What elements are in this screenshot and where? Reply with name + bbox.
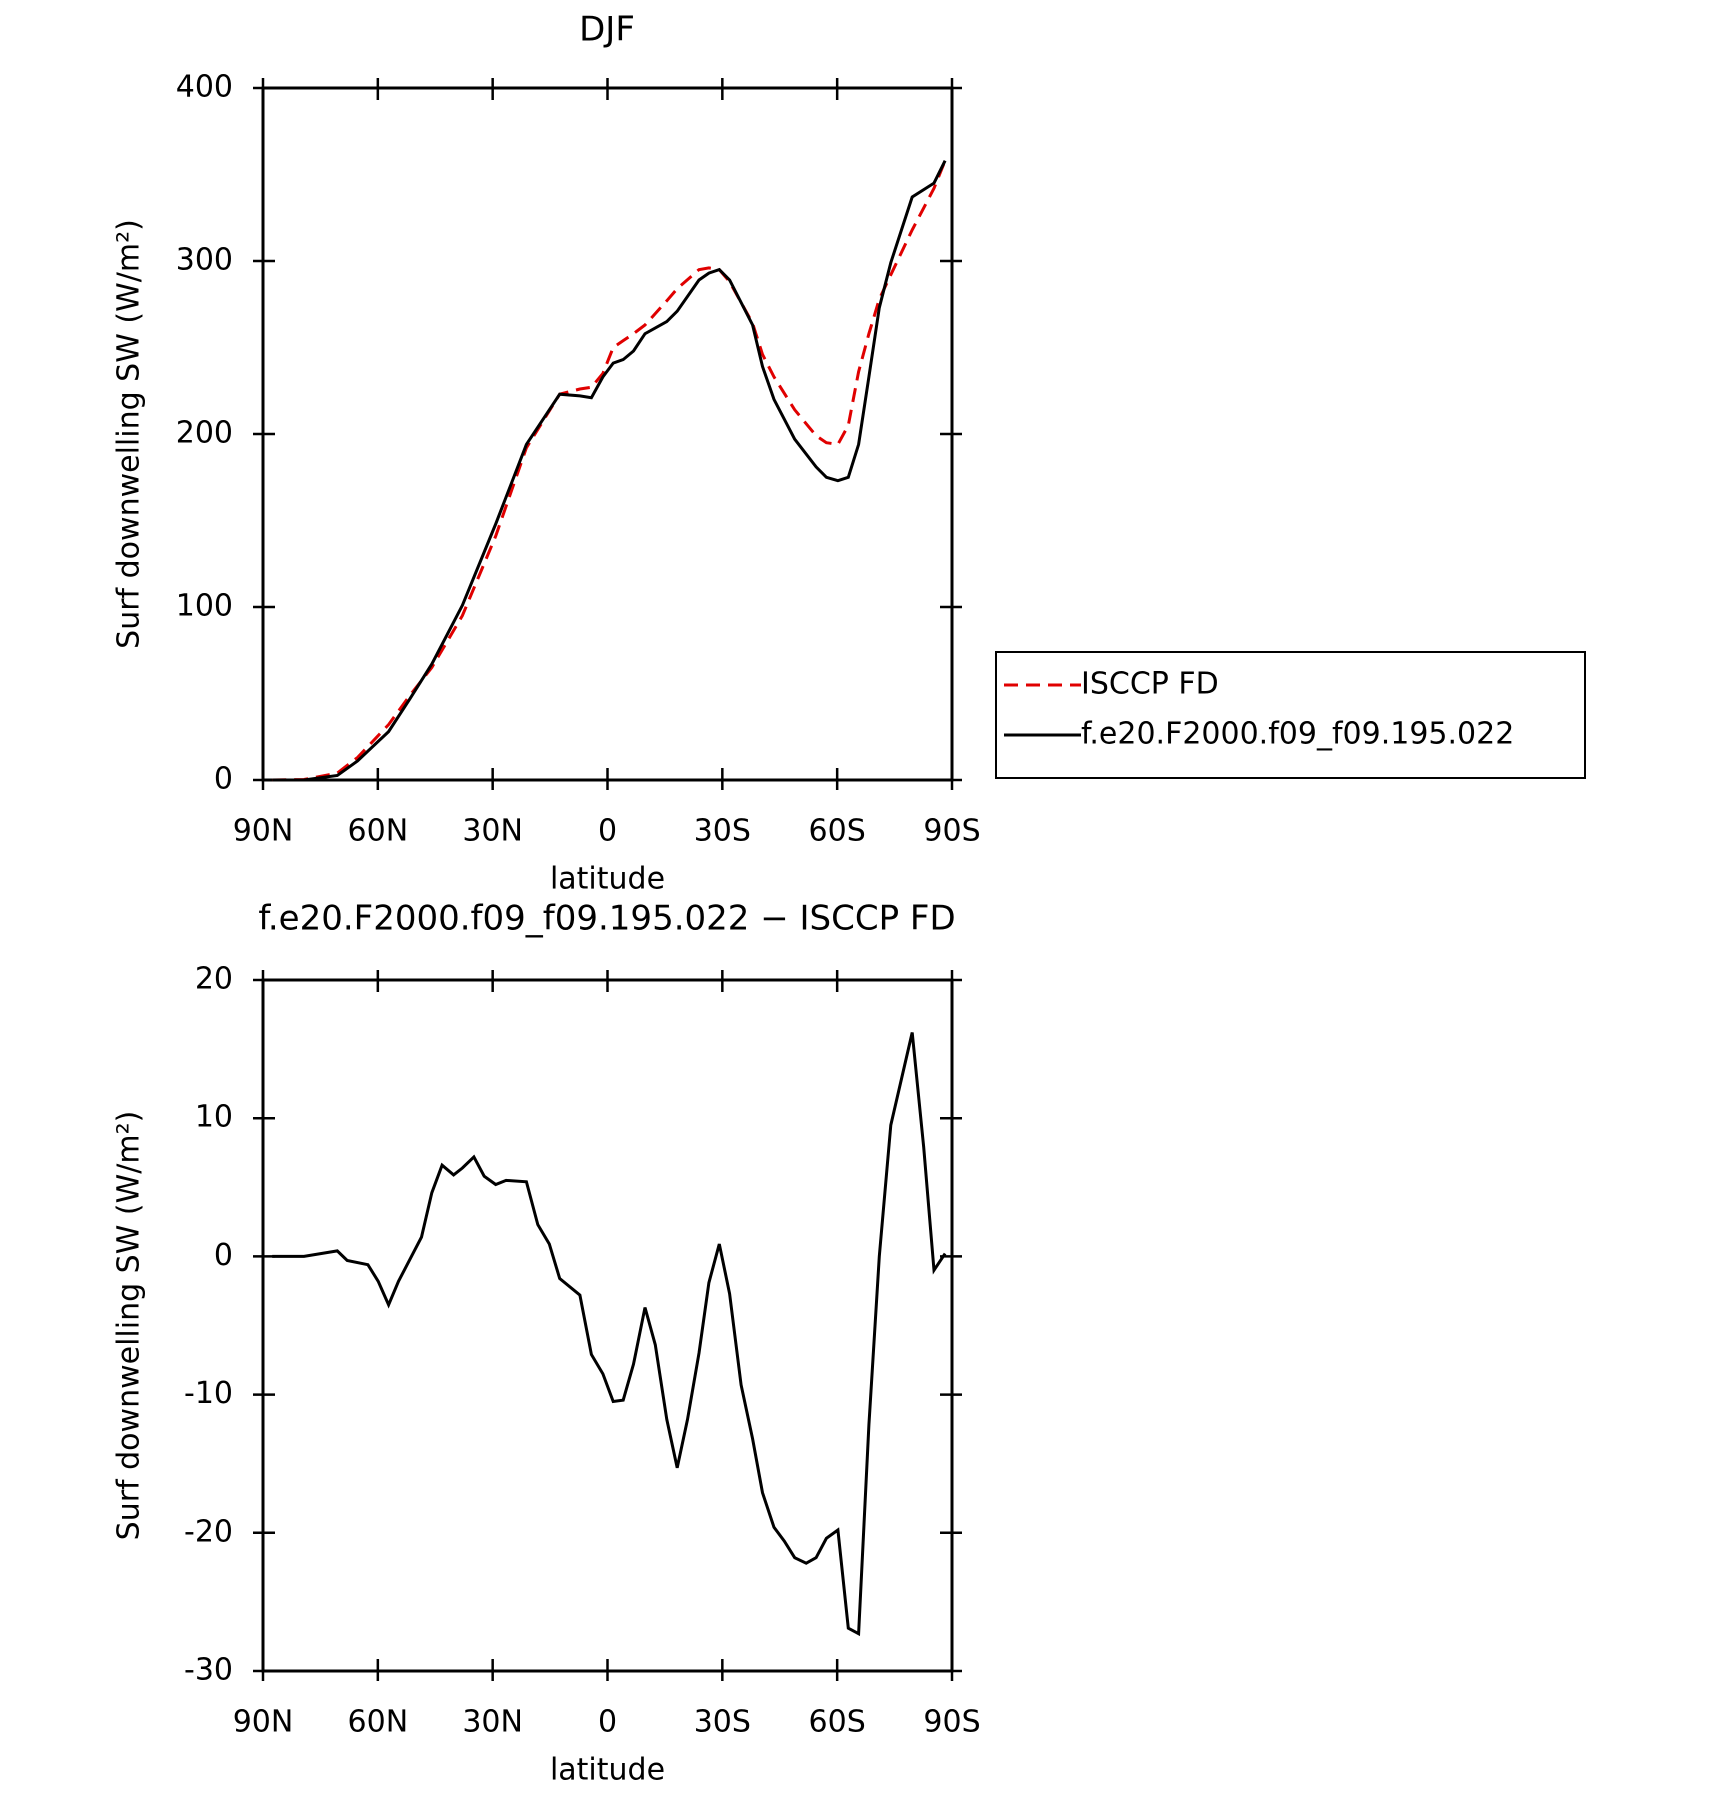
x-tick-label: 0	[598, 1705, 617, 1740]
x-tick-label: 90S	[923, 1705, 980, 1740]
y-tick-label: 200	[176, 416, 233, 451]
chart-title: f.e20.F2000.f09_f09.195.022 − ISCCP FD	[258, 899, 955, 939]
x-tick-label: 90N	[233, 814, 294, 849]
legend-label: f.e20.F2000.f09_f09.195.022	[1081, 717, 1514, 752]
y-axis-label: Surf downwelling SW (W/m²)	[112, 1111, 147, 1541]
chart-title: DJF	[579, 10, 635, 50]
x-tick-label: 30N	[462, 1705, 523, 1740]
x-tick-label: 0	[598, 814, 617, 849]
plot-frame	[261, 978, 954, 1673]
y-tick-label: -20	[184, 1514, 233, 1549]
y-tick-label: 20	[195, 962, 233, 997]
x-tick-label: 60N	[348, 814, 409, 849]
x-tick-label: 30S	[694, 814, 751, 849]
x-tick-label: 90N	[233, 1705, 294, 1740]
legend-label: ISCCP FD	[1081, 667, 1219, 702]
y-tick-label: -30	[184, 1653, 233, 1688]
plot-frame	[261, 86, 954, 782]
x-tick-label: 90S	[923, 814, 980, 849]
x-axis-label: latitude	[550, 1753, 665, 1788]
y-tick-label: 100	[176, 589, 233, 624]
x-tick-label: 60S	[809, 814, 866, 849]
y-tick-label: -10	[184, 1376, 233, 1411]
x-axis-label: latitude	[550, 862, 665, 897]
y-tick-label: 10	[195, 1100, 233, 1135]
x-tick-label: 60N	[348, 1705, 409, 1740]
data-line	[272, 160, 947, 782]
legend-box	[995, 651, 1586, 779]
x-tick-label: 30S	[694, 1705, 751, 1740]
y-tick-label: 0	[214, 762, 233, 797]
y-tick-label: 0	[214, 1238, 233, 1273]
x-tick-label: 30N	[462, 814, 523, 849]
y-tick-label: 400	[176, 70, 233, 105]
data-line	[272, 1032, 947, 1637]
data-line	[272, 160, 947, 782]
y-tick-label: 300	[176, 243, 233, 278]
y-axis-label: Surf downwelling SW (W/m²)	[112, 219, 147, 649]
x-tick-label: 60S	[809, 1705, 866, 1740]
